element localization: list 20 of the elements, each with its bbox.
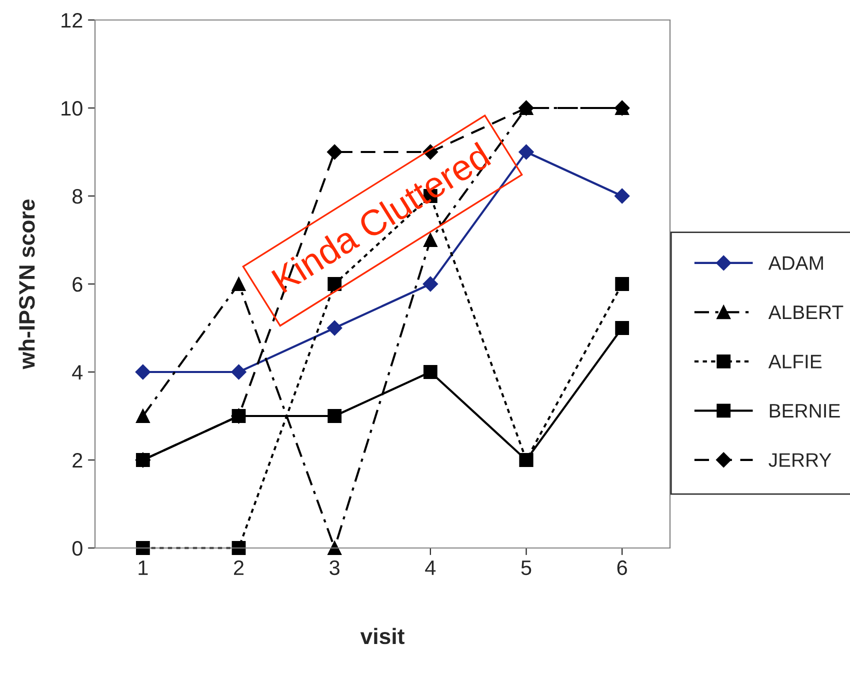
y-tick-label: 2 — [72, 453, 82, 468]
y-tick-label: 0 — [72, 541, 82, 556]
x-tick-label: 3 — [330, 560, 340, 576]
y-tick-label: 4 — [72, 365, 83, 380]
y-tick-label: 12 — [62, 13, 82, 28]
x-tick-label: 4 — [425, 560, 436, 575]
legend-label: ADAM — [768, 256, 823, 270]
x-tick-label: 2 — [234, 560, 244, 575]
legend-label: JERRY — [768, 453, 832, 467]
legend-label: ALFIE — [768, 354, 822, 368]
x-axis-title: visit — [360, 628, 404, 644]
x-tick-label: 6 — [617, 560, 627, 576]
y-tick-label: 10 — [62, 101, 82, 116]
legend-label: BERNIE — [770, 404, 840, 418]
y-tick-label: 6 — [72, 277, 82, 292]
legend-label: ALBERT — [768, 306, 844, 319]
y-axis-title: wh-IPSYN score — [18, 200, 35, 370]
y-tick-label: 8 — [72, 189, 82, 204]
x-tick-label: 5 — [521, 560, 532, 576]
x-tick-label: 1 — [138, 560, 148, 575]
